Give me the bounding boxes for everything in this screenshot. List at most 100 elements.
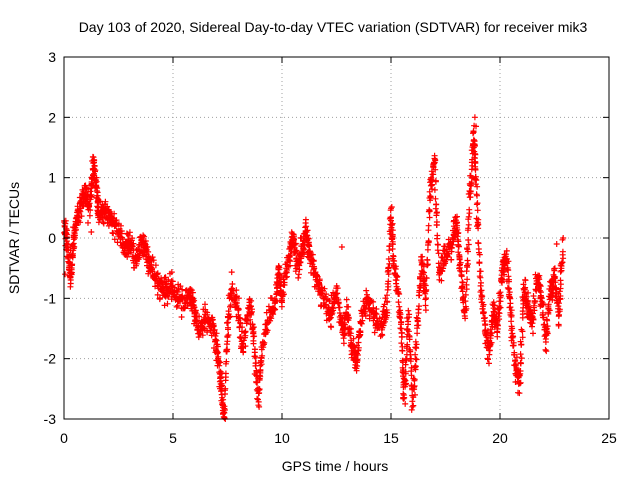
data-point — [438, 254, 445, 261]
data-point — [391, 258, 398, 264]
data-point — [242, 328, 249, 335]
data-point — [439, 268, 446, 275]
data-point — [470, 129, 477, 136]
data-point — [420, 263, 427, 270]
data-point — [387, 215, 394, 222]
data-point — [442, 260, 449, 267]
data-point — [559, 259, 566, 266]
data-point — [363, 287, 370, 294]
data-point — [295, 274, 302, 281]
data-point — [474, 200, 481, 207]
data-point — [281, 282, 288, 288]
data-point — [165, 276, 172, 283]
data-point — [537, 283, 544, 290]
data-point — [559, 248, 566, 255]
data-point — [448, 256, 455, 263]
data-point — [355, 339, 362, 346]
data-point — [402, 361, 409, 368]
data-point — [413, 341, 420, 348]
data-point — [557, 268, 564, 275]
data-point — [196, 313, 203, 320]
data-point — [78, 213, 85, 220]
data-point — [405, 318, 412, 325]
data-point — [77, 219, 84, 226]
data-point — [545, 310, 552, 317]
data-point — [433, 201, 440, 208]
data-point — [432, 166, 439, 173]
data-point — [413, 356, 420, 363]
data-point — [187, 286, 194, 293]
data-point — [544, 330, 551, 337]
data-point — [422, 296, 429, 303]
data-point — [458, 273, 465, 280]
data-point — [310, 257, 317, 264]
data-point — [287, 252, 294, 258]
data-point — [256, 403, 263, 410]
data-point — [503, 251, 510, 258]
data-point — [431, 186, 438, 193]
data-point — [412, 366, 419, 373]
data-point — [456, 253, 463, 260]
data-point — [560, 255, 567, 262]
y-tick-label: 0 — [48, 230, 56, 246]
data-point — [334, 285, 341, 292]
data-point — [210, 323, 217, 330]
data-point — [129, 243, 136, 250]
data-point — [428, 176, 435, 182]
data-point — [455, 243, 462, 250]
data-point — [235, 306, 242, 313]
data-point — [228, 269, 235, 276]
data-point — [517, 359, 524, 366]
data-point — [396, 314, 403, 321]
data-point — [252, 354, 259, 361]
data-point — [470, 144, 477, 151]
data-point — [389, 227, 396, 234]
data-point — [553, 241, 560, 247]
data-point — [384, 309, 391, 316]
data-point — [549, 296, 556, 303]
data-point — [86, 212, 93, 219]
data-point — [200, 325, 207, 331]
data-point — [553, 286, 560, 293]
data-point — [264, 327, 271, 334]
data-point — [146, 268, 152, 275]
data-point — [168, 269, 175, 276]
data-points — [61, 114, 567, 422]
data-point — [329, 310, 336, 317]
data-point — [276, 275, 283, 282]
data-point — [340, 340, 347, 347]
data-point — [359, 317, 366, 324]
data-point — [516, 390, 523, 397]
y-tick-label: -3 — [44, 411, 57, 427]
data-point — [522, 277, 529, 284]
data-point — [507, 295, 514, 302]
data-point — [423, 288, 430, 295]
data-point — [517, 379, 524, 386]
y-tick-label: -1 — [44, 290, 57, 306]
data-point — [518, 355, 525, 362]
data-point — [499, 279, 505, 286]
data-point — [508, 307, 515, 314]
data-point — [557, 296, 564, 303]
data-point — [398, 340, 405, 347]
chart-title: Day 103 of 2020, Sidereal Day-to-day VTE… — [79, 19, 588, 35]
data-point — [419, 253, 426, 260]
data-point — [556, 288, 563, 295]
data-point — [552, 279, 559, 286]
data-point — [522, 290, 529, 297]
data-point — [413, 314, 420, 321]
data-point — [464, 246, 471, 253]
data-point — [67, 247, 74, 254]
data-point — [227, 302, 234, 309]
x-tick-label: 25 — [601, 430, 617, 446]
data-point — [384, 299, 391, 306]
data-point — [169, 278, 176, 285]
data-point — [468, 179, 475, 186]
data-point — [346, 325, 353, 332]
data-point — [465, 221, 472, 228]
data-point — [214, 343, 221, 350]
data-point — [474, 192, 480, 199]
data-point — [396, 303, 403, 310]
data-point — [134, 255, 141, 262]
data-point — [472, 160, 479, 167]
